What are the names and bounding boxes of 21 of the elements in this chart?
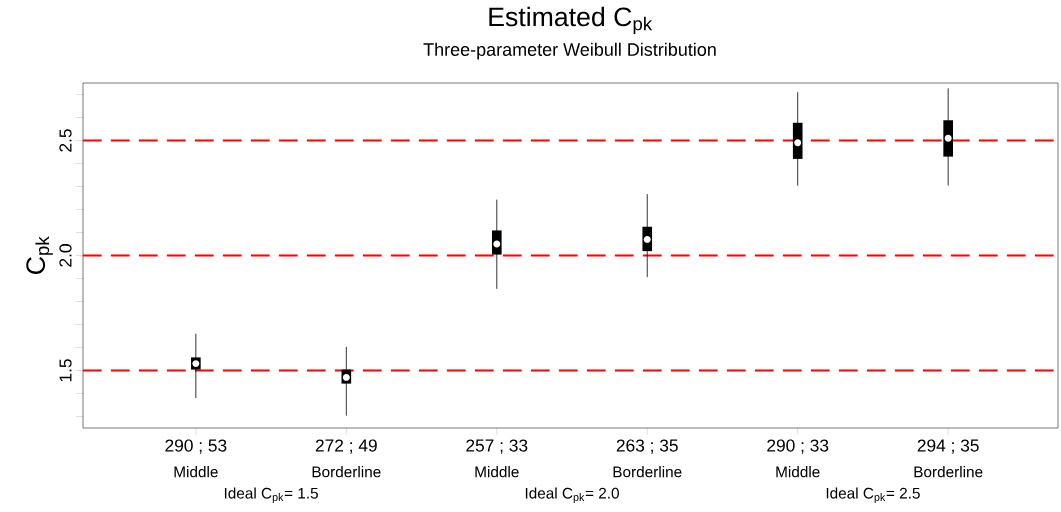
text: Ideal C$_{pk}$= 2.5	[826, 487, 920, 504]
x-tick-label: 257 ; 33	[466, 439, 528, 454]
text: Ideal C$_{pk}$= 2.0	[525, 487, 619, 504]
chart-subtitle: Three-parameter Weibull Distribution	[423, 42, 716, 60]
text: Middle	[174, 466, 218, 478]
text: Borderline	[312, 466, 381, 478]
x-tick-label: 290 ; 53	[165, 439, 227, 454]
chart-title: Estimated C$_{pk}$	[489, 6, 653, 35]
x-tick-label: 294 ; 35	[917, 439, 979, 454]
text: Borderline	[613, 466, 682, 478]
y-tick-label: 2.5	[59, 129, 72, 152]
y-axis-title: C$_{pk}$	[26, 236, 53, 274]
y-tick-label: 1.5	[59, 359, 72, 382]
y-tick-label: 2.0	[59, 244, 72, 267]
text: Borderline	[914, 466, 983, 478]
x-tick-label: 290 ; 33	[767, 439, 829, 454]
text: Ideal C$_{pk}$= 1.5	[224, 487, 318, 504]
text: Middle	[776, 466, 820, 478]
x-tick-label: 272 ; 49	[315, 439, 377, 454]
x-tick-label: 263 ; 35	[616, 439, 678, 454]
text: Middle	[475, 466, 519, 478]
